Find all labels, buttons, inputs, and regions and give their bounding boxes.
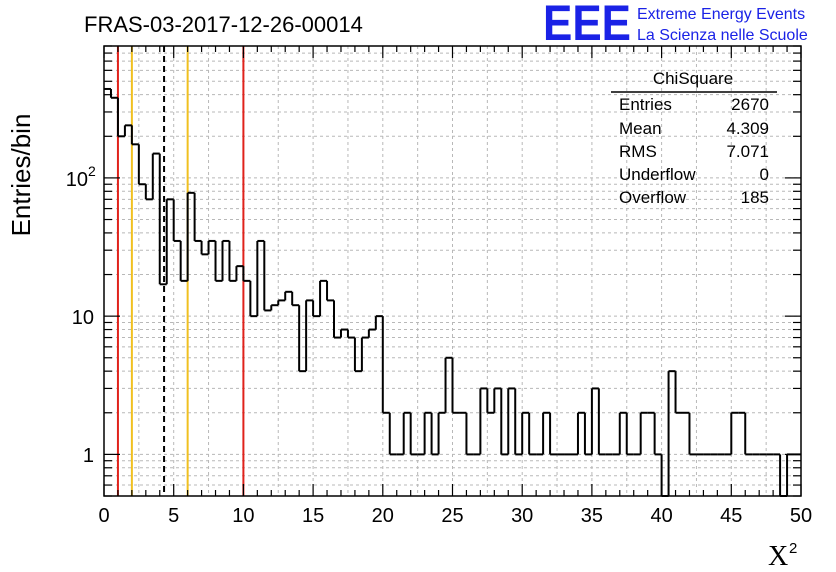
stats-title: ChiSquare bbox=[653, 69, 733, 88]
grid bbox=[104, 46, 801, 496]
x-tick-label: 0 bbox=[98, 505, 109, 527]
stats-label-mean: Mean bbox=[619, 119, 662, 138]
x-tick-label: 20 bbox=[372, 505, 394, 527]
stats-label-entries: Entries bbox=[619, 95, 672, 114]
stats-value-rms: 7.071 bbox=[726, 142, 769, 161]
y-tick-label-100-base: 10 bbox=[66, 169, 88, 191]
stats-label-overflow: Overflow bbox=[619, 188, 687, 207]
x-tick-label: 50 bbox=[790, 505, 812, 527]
x-axis-label-group: X 2 bbox=[768, 540, 797, 572]
x-tick-label: 15 bbox=[302, 505, 324, 527]
stats-value-overflow: 185 bbox=[741, 188, 769, 207]
x-tick-label: 25 bbox=[441, 505, 463, 527]
x-tick-label: 10 bbox=[232, 505, 254, 527]
axes: 0 5 10 15 20 25 30 35 40 45 50 bbox=[98, 45, 812, 527]
y-tick-label-100-exponent: 2 bbox=[88, 163, 96, 179]
x-tick-label: 5 bbox=[168, 505, 179, 527]
stats-label-rms: RMS bbox=[619, 142, 657, 161]
stats-box: ChiSquare Entries 2670 Mean 4.309 RMS 7.… bbox=[611, 69, 777, 207]
logo-mark: EEE bbox=[543, 0, 631, 51]
stats-value-mean: 4.309 bbox=[726, 119, 769, 138]
y-axis-label: Entries/bin bbox=[6, 114, 36, 237]
y-tick-labels: 1 10 10 2 bbox=[66, 163, 96, 467]
chart-title: FRAS-03-2017-12-26-00014 bbox=[84, 12, 363, 37]
x-tick-label: 45 bbox=[720, 505, 742, 527]
y-tick-label-10: 10 bbox=[72, 307, 94, 329]
x-tick-label: 40 bbox=[650, 505, 672, 527]
stats-value-underflow: 0 bbox=[760, 165, 769, 184]
stats-label-underflow: Underflow bbox=[619, 165, 696, 184]
logo-line-1: Extreme Energy Events bbox=[637, 6, 805, 23]
x-axis-label-superscript: 2 bbox=[789, 540, 797, 557]
y-tick-label-1: 1 bbox=[83, 445, 94, 467]
histogram-bars bbox=[104, 87, 801, 497]
stats-value-entries: 2670 bbox=[731, 95, 769, 114]
logo-line-2: La Scienza nelle Scuole bbox=[637, 27, 808, 44]
x-tick-label: 30 bbox=[511, 505, 533, 527]
x-tick-label: 35 bbox=[581, 505, 603, 527]
x-axis-label: X bbox=[768, 541, 788, 572]
eee-logo: EEE Extreme Energy Events La Scienza nel… bbox=[543, 0, 808, 51]
